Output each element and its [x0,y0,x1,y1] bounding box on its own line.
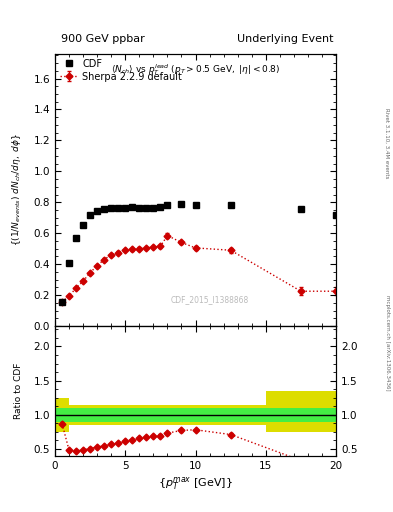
CDF [102,206,107,212]
CDF [109,205,114,211]
Text: Underlying Event: Underlying Event [237,33,333,44]
CDF [116,205,121,211]
Text: Rivet 3.1.10, 3.4M events: Rivet 3.1.10, 3.4M events [385,108,389,179]
CDF [158,204,163,210]
CDF [123,205,128,211]
CDF [67,260,72,266]
CDF [60,299,64,305]
Text: mcplots.cern.ch [arXiv:1306.3436]: mcplots.cern.ch [arXiv:1306.3436] [385,295,389,391]
Text: 900 GeV ppbar: 900 GeV ppbar [61,33,145,44]
CDF [299,206,303,212]
CDF [334,212,338,219]
CDF [151,205,156,211]
CDF [144,205,149,211]
X-axis label: $\{p_T^{max}\ [\mathrm{GeV}]\}$: $\{p_T^{max}\ [\mathrm{GeV}]\}$ [158,475,233,492]
Text: CDF_2015_I1388868: CDF_2015_I1388868 [171,295,249,304]
CDF [228,202,233,208]
CDF [74,235,79,241]
Line: CDF: CDF [59,201,339,305]
CDF [193,202,198,208]
CDF [88,212,92,219]
CDF [179,201,184,207]
Legend: CDF, Sherpa 2.2.9 default: CDF, Sherpa 2.2.9 default [58,57,184,83]
CDF [95,208,99,214]
Y-axis label: $\{(1/N_{events})\ dN_{ch}/d\eta,\ d\phi\}$: $\{(1/N_{events})\ dN_{ch}/d\eta,\ d\phi… [10,134,23,246]
Y-axis label: Ratio to CDF: Ratio to CDF [14,362,23,419]
Text: $\langle N_{ch}\rangle$ vs $p_T^{lead}$ $(p_T > 0.5\ \mathrm{GeV},\ |\eta| < 0.8: $\langle N_{ch}\rangle$ vs $p_T^{lead}$ … [111,62,280,77]
CDF [165,202,170,208]
CDF [130,204,135,210]
CDF [137,205,142,211]
CDF [81,222,86,228]
